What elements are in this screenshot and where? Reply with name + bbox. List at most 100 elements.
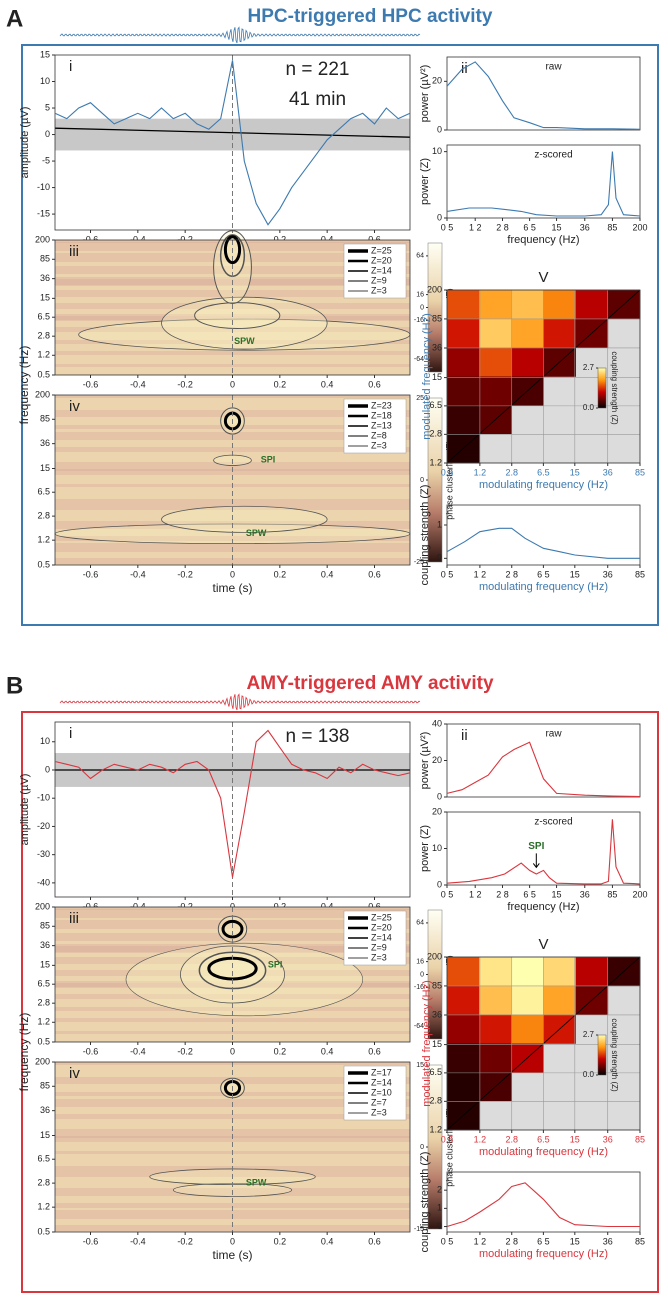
x-tick-label: 36 <box>580 889 590 899</box>
colorbar-tick-label: 16 <box>416 958 424 965</box>
x-tick-label: -0.6 <box>83 1046 99 1056</box>
heatmap-cell <box>479 290 512 320</box>
y-tick-label: 6.5 <box>37 979 50 989</box>
x-tick-label: 2 8 <box>496 889 509 899</box>
heatmap-texture <box>55 1129 410 1138</box>
y-tick-label: 0.5 <box>37 1036 50 1046</box>
trace <box>446 741 641 798</box>
x-tick-label: 0.6 <box>368 234 381 244</box>
x-tick-label: 0.5 <box>441 467 454 477</box>
colorbar-tick-label: -16 <box>414 317 424 324</box>
x-tick-label: 2 8 <box>496 222 509 232</box>
legend-label: Z=20 <box>371 255 392 265</box>
x-axis-label: modulating frequency (Hz) <box>479 1248 608 1260</box>
panel-letter: A <box>6 5 23 32</box>
legend-label: Z=3 <box>371 1107 387 1117</box>
x-tick-label: 0.6 <box>368 901 381 911</box>
x-tick-label: 0.6 <box>368 569 381 579</box>
colorbar <box>597 367 607 409</box>
heatmap-texture <box>55 340 410 344</box>
x-tick-label: -0.6 <box>83 1236 99 1246</box>
y-axis-label: amplitude (µV) <box>19 107 31 179</box>
x-tick-label: 1 2 <box>474 569 487 579</box>
legend-label: Z=25 <box>371 912 392 922</box>
colorbar-tick-label: 0.0 <box>583 403 595 412</box>
y-tick-label: 0.5 <box>37 369 50 379</box>
panel-title: AMY-triggered AMY activity <box>246 673 493 694</box>
heatmap-cell <box>511 957 544 987</box>
panel-label: iv <box>69 1065 80 1082</box>
legend-label: Z=8 <box>371 430 387 440</box>
colorbar-tick-label: 16 <box>416 291 424 298</box>
x-tick-label: -0.2 <box>177 1236 193 1246</box>
heatmap-cell <box>447 376 480 406</box>
y-tick-label: 36 <box>432 342 442 352</box>
legend-label: Z=9 <box>371 942 387 952</box>
y-tick-label: 1.2 <box>37 350 50 360</box>
y-tick-label: 15 <box>40 463 50 473</box>
y-tick-label: 15 <box>40 960 50 970</box>
y-tick-label: 200 <box>427 284 442 294</box>
x-tick-label: 0 <box>230 379 235 389</box>
plot-frame <box>446 723 641 798</box>
heatmap-cell <box>447 985 480 1015</box>
heatmap-texture <box>55 983 410 988</box>
x-tick-label: -0.2 <box>177 569 193 579</box>
x-tick-label: 0.4 <box>321 901 334 911</box>
x-tick-label: -0.4 <box>130 379 146 389</box>
heatmap-texture <box>55 290 410 297</box>
y-tick-label: 1.2 <box>37 535 50 545</box>
y-tick-label: 0.5 <box>37 559 50 569</box>
plot-label: z-scored <box>534 817 572 828</box>
plot-frame <box>446 504 641 566</box>
heatmap-cell <box>479 1014 512 1044</box>
annotation: SPI <box>528 841 544 852</box>
heatmap-texture <box>55 447 410 452</box>
y-tick-label: 36 <box>40 940 50 950</box>
x-tick-label: 15 <box>570 1134 580 1144</box>
colorbar <box>597 1034 607 1076</box>
trace <box>446 527 640 559</box>
y-axis-label: amplitude (µV) <box>19 774 31 846</box>
x-tick-label: 6 5 <box>523 889 536 899</box>
x-tick-label: 15 <box>570 569 580 579</box>
x-tick-label: 0.6 <box>368 1046 381 1056</box>
trace <box>446 61 641 130</box>
y-tick-label: 0.5 <box>37 1226 50 1236</box>
colorbar-label: coupling strength (Z) <box>610 351 619 425</box>
y-tick-label: 1 <box>437 519 442 529</box>
x-tick-label: 1.2 <box>474 1134 487 1144</box>
x-tick-label: -0.2 <box>177 1046 193 1056</box>
x-tick-label: 15 <box>552 222 562 232</box>
trace <box>446 1182 640 1228</box>
heatmap-texture <box>55 364 410 367</box>
x-tick-label: 36 <box>603 1236 613 1246</box>
heatmap-texture <box>55 316 410 321</box>
x-tick-label: 0 <box>230 901 235 911</box>
panel-title: HPC-triggered HPC activity <box>248 6 493 27</box>
legend-label: Z=17 <box>371 1067 392 1077</box>
y-tick-label: -40 <box>37 877 50 887</box>
heatmap-cell <box>511 1014 544 1044</box>
annotation: SPW <box>234 336 255 346</box>
x-tick-label: 0.2 <box>274 379 287 389</box>
x-tick-label: 0.2 <box>274 569 287 579</box>
panel-label: iv <box>69 398 80 415</box>
y-tick-label: -20 <box>37 821 50 831</box>
x-tick-label: -0.4 <box>130 234 146 244</box>
y-tick-label: 36 <box>40 1105 50 1115</box>
heatmap-cell <box>479 318 512 348</box>
y-tick-label: 1.2 <box>37 1202 50 1212</box>
heatmap-cell <box>447 1014 480 1044</box>
heatmap-cell <box>511 318 544 348</box>
colorbar-tick-label: -64 <box>414 1023 424 1030</box>
x-tick-label: 0.2 <box>274 901 287 911</box>
x-tick-label: 0.4 <box>321 1236 334 1246</box>
x-axis-label: frequency (Hz) <box>507 234 579 246</box>
y-tick-label: 15 <box>40 1130 50 1140</box>
x-axis-label: modulating frequency (Hz) <box>479 479 608 491</box>
heatmap-cell <box>511 290 544 320</box>
colorbar-tick-label: 0 <box>420 477 424 484</box>
colorbar-tick-label: -15 <box>414 1226 424 1233</box>
y-tick-label: 2.8 <box>37 998 50 1008</box>
